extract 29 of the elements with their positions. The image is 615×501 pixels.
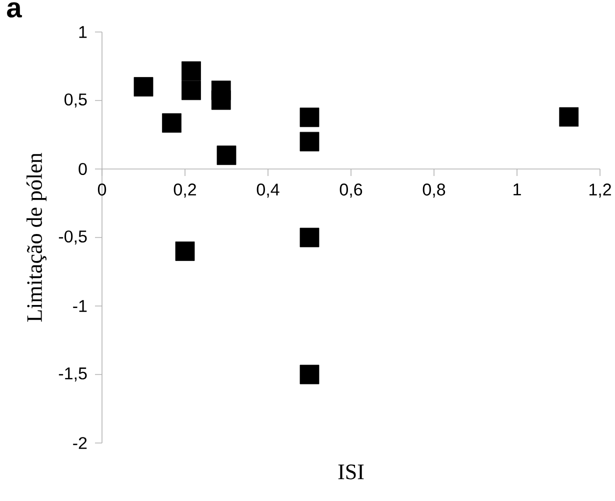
point bbox=[300, 108, 320, 128]
y-tick-label: -2 bbox=[73, 437, 87, 449]
text: a bbox=[7, 2, 22, 18]
x-tick-label: 0 bbox=[98, 184, 106, 196]
y-tick-label: 0,5 bbox=[64, 93, 87, 108]
y-tick-label: -1 bbox=[73, 300, 87, 312]
point bbox=[211, 90, 231, 110]
y-axis-title: Limitação de pólen bbox=[26, 152, 46, 322]
x-tick-label: 0,4 bbox=[256, 184, 280, 198]
x-tick-label: 0,6 bbox=[340, 184, 362, 198]
point bbox=[216, 146, 236, 165]
point bbox=[300, 228, 320, 248]
point bbox=[559, 107, 579, 127]
x-tick-label: 0,8 bbox=[422, 184, 446, 198]
y-tick-label: 1 bbox=[79, 26, 87, 38]
point bbox=[300, 132, 320, 152]
point bbox=[300, 364, 320, 384]
x-tick-label: 0,2 bbox=[174, 184, 196, 198]
x-tick-label: 1,2 bbox=[589, 184, 611, 198]
point bbox=[134, 77, 154, 96]
y-tick-label: 0 bbox=[78, 162, 87, 176]
point bbox=[182, 80, 201, 100]
y-tick-label: -1,5 bbox=[58, 368, 87, 382]
point bbox=[182, 61, 201, 81]
point bbox=[162, 113, 182, 133]
y-tick-label: -0,5 bbox=[58, 230, 87, 245]
point bbox=[175, 242, 195, 261]
x-tick-label: 1 bbox=[514, 184, 521, 196]
x-axis-title: ISI bbox=[338, 464, 364, 480]
